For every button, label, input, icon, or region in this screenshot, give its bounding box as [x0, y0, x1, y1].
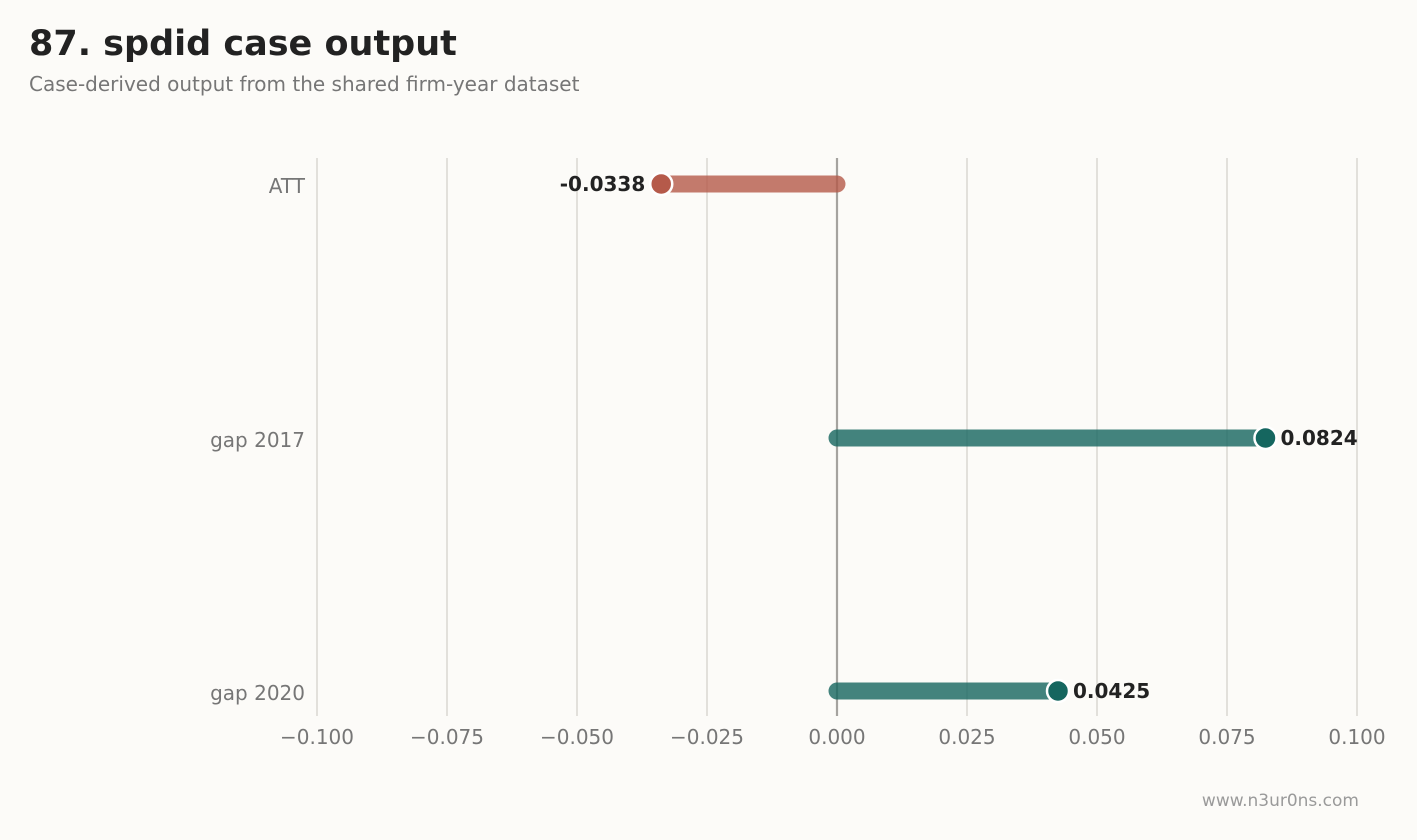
lollipop-dot: [1253, 425, 1278, 451]
category-label: gap 2020: [210, 681, 305, 705]
lollipop-marks: -0.0338 0.0824 0.0425: [560, 171, 1358, 704]
x-tick-label: −0.100: [280, 725, 354, 749]
category-label: ATT: [269, 174, 306, 198]
footer-watermark: www.n3ur0ns.com: [1201, 791, 1359, 811]
lollipop-dot: [1045, 678, 1071, 704]
x-tick-label: 0.000: [808, 725, 865, 749]
chart-title: 87. spdid case output: [29, 24, 457, 64]
x-tick-label: 0.050: [1068, 725, 1125, 749]
x-tick-label: 0.100: [1328, 725, 1385, 749]
y-axis-categories: ATT gap 2017 gap 2020: [210, 174, 306, 705]
x-axis-ticks: −0.100 −0.075 −0.050 −0.025 0.000 0.025 0.050 0…: [280, 725, 1386, 749]
value-label: 0.0425: [1073, 679, 1150, 703]
x-tick-label: −0.050: [540, 725, 614, 749]
lollipop-dot: [648, 171, 674, 197]
category-label: gap 2017: [210, 428, 305, 452]
x-tick-label: −0.075: [410, 725, 484, 749]
value-label: -0.0338: [560, 172, 645, 196]
chart-subtitle: Case-derived output from the shared firm…: [29, 72, 580, 96]
value-label: 0.0824: [1280, 426, 1357, 450]
x-tick-label: −0.025: [670, 725, 744, 749]
x-tick-label: 0.075: [1198, 725, 1255, 749]
x-tick-label: 0.025: [938, 725, 995, 749]
